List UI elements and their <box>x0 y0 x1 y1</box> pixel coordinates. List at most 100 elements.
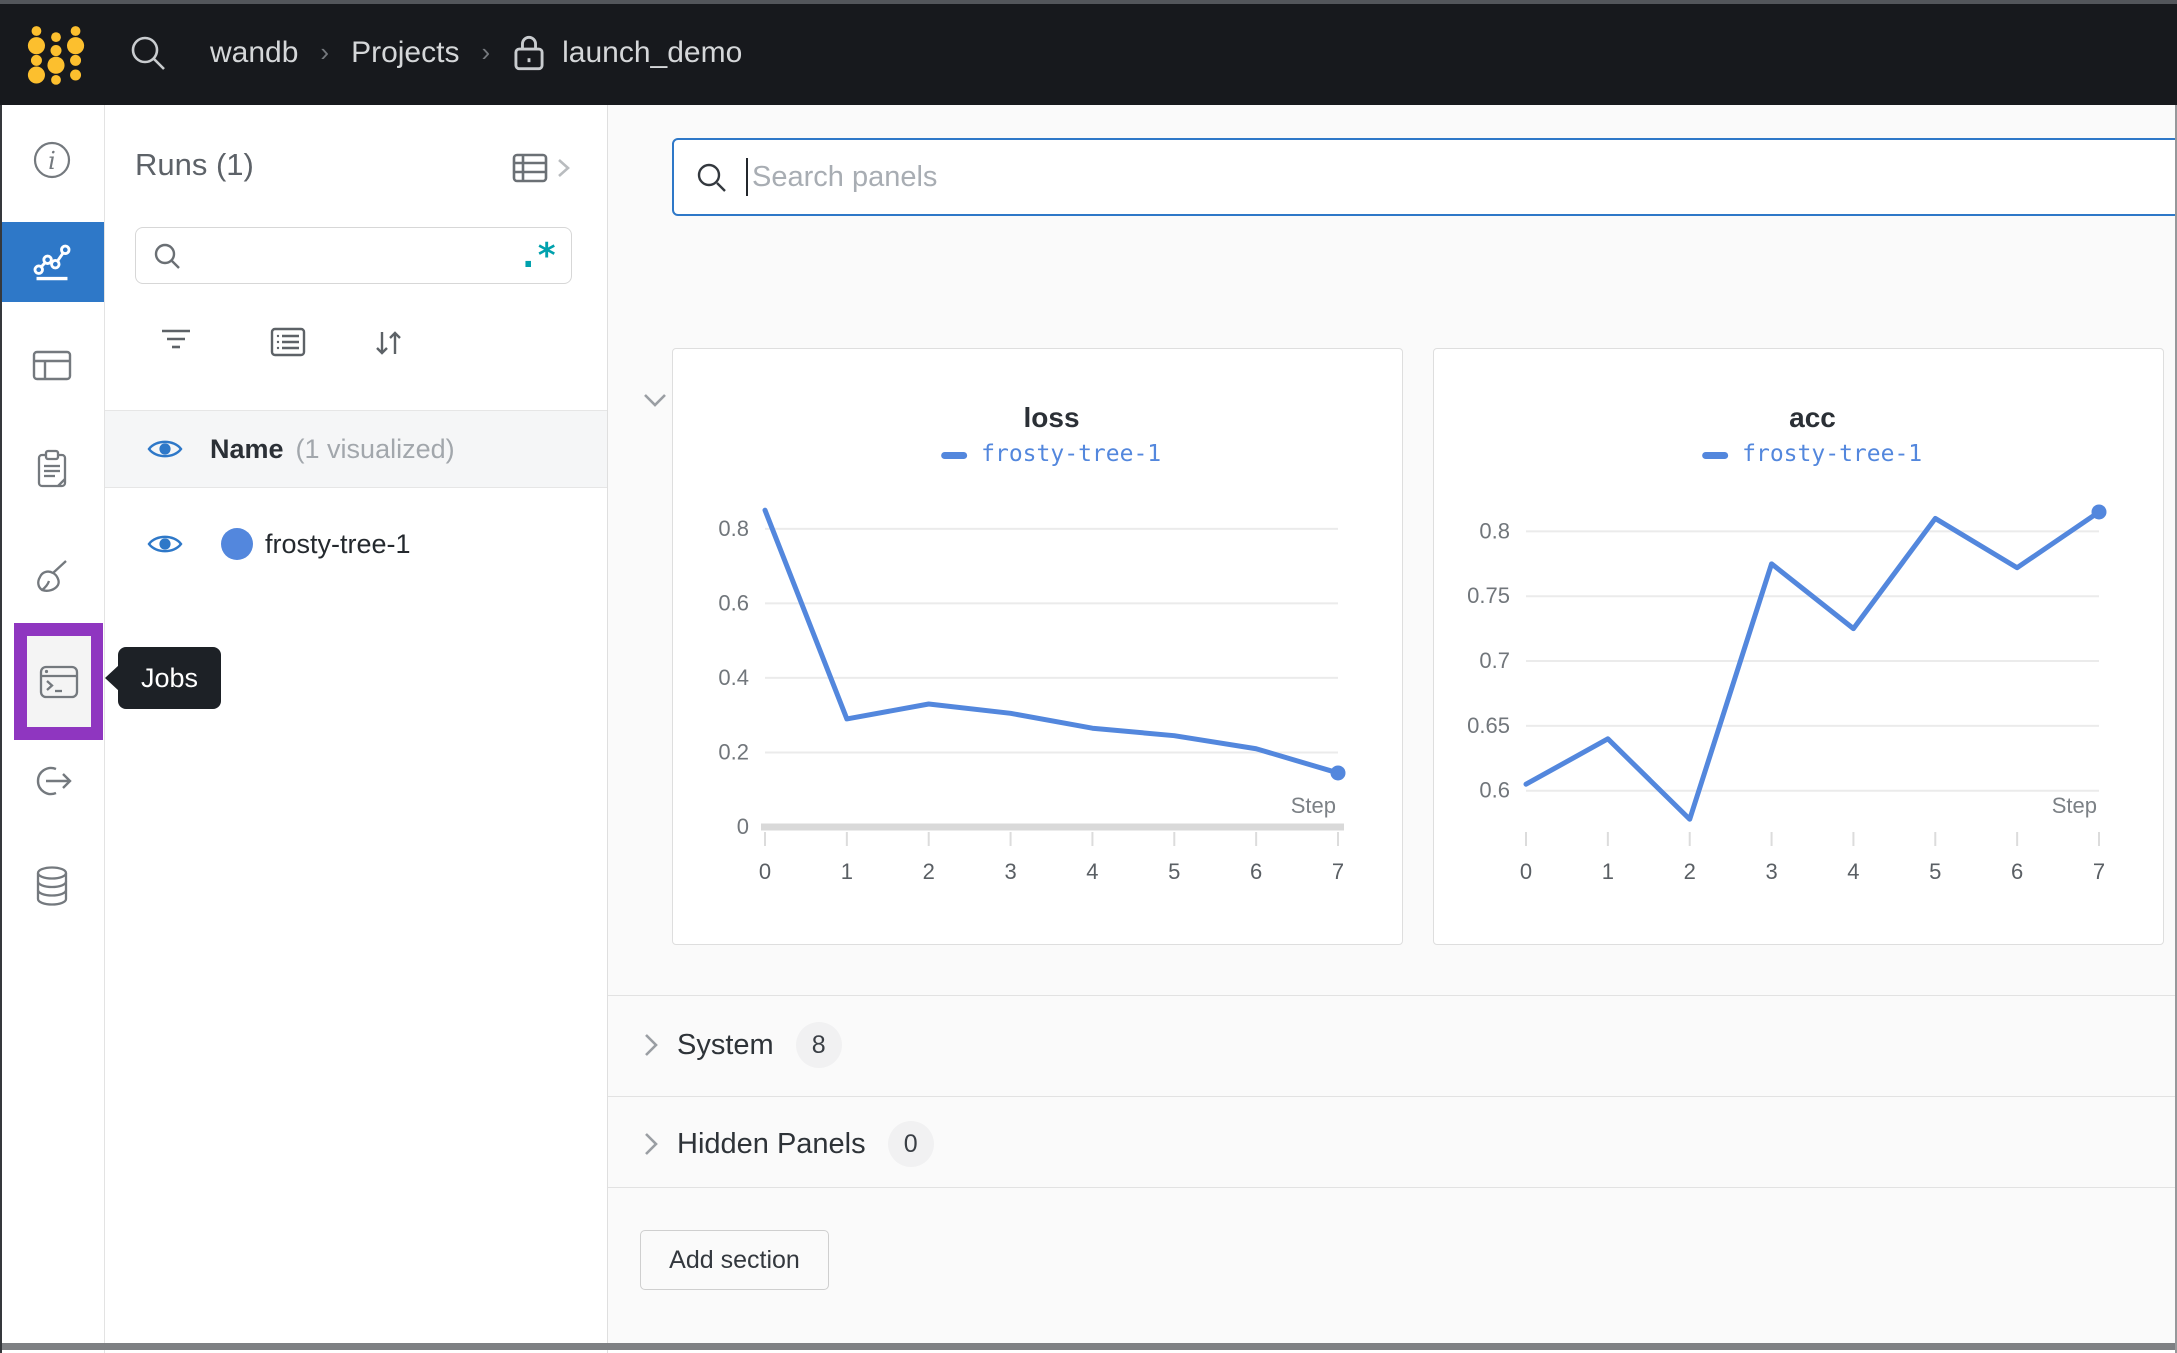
svg-text:2: 2 <box>923 859 935 884</box>
runs-visibility-header[interactable]: Name (1 visualized) <box>104 410 607 488</box>
last-point-marker <box>2092 504 2107 519</box>
sidebar-item-workspace[interactable] <box>0 222 104 302</box>
acc-line-chart: accfrosty-tree-10.60.650.70.750.80123456… <box>1434 349 2165 946</box>
sidebar-item-sweeps[interactable] <box>0 534 104 618</box>
runs-panel-title: Runs (1) <box>135 147 254 183</box>
breadcrumb-project-name[interactable]: launch_demo <box>562 36 742 70</box>
section-header-system[interactable]: System 8 <box>640 1022 842 1068</box>
project-sidebar: i <box>0 105 105 1353</box>
list-icon <box>270 327 306 357</box>
svg-text:0.7: 0.7 <box>1479 648 1510 673</box>
svg-text:0: 0 <box>759 859 771 884</box>
runs-search-box[interactable]: .* <box>135 227 572 284</box>
eye-icon[interactable] <box>146 436 184 462</box>
broom-icon <box>30 554 74 598</box>
svg-text:0: 0 <box>1520 859 1532 884</box>
filter-runs-button[interactable] <box>160 327 192 353</box>
runs-panel: Runs (1) .* <box>104 105 608 1353</box>
breadcrumb-separator: › <box>481 37 490 68</box>
regex-toggle-icon[interactable]: .* <box>518 236 555 276</box>
runs-column-name: Name <box>210 434 284 465</box>
run-row[interactable]: frosty-tree-1 <box>104 505 607 583</box>
svg-text:4: 4 <box>1847 859 1859 884</box>
section-label: Hidden Panels <box>677 1128 866 1161</box>
section-label: System <box>677 1029 774 1062</box>
group-runs-button[interactable] <box>270 327 306 357</box>
sidebar-item-overview[interactable]: i <box>0 118 104 202</box>
sidebar-item-jobs[interactable] <box>27 636 91 727</box>
svg-text:0.8: 0.8 <box>1479 518 1510 543</box>
link-arrow-icon <box>30 763 74 799</box>
text-caret <box>746 158 748 196</box>
svg-text:0.6: 0.6 <box>1479 778 1510 803</box>
runs-toolbar <box>104 327 541 367</box>
sidebar-item-logs[interactable] <box>0 427 104 511</box>
chevron-right-icon <box>553 154 573 182</box>
wandb-project-page: { "topbar": { "breadcrumb": ["wandb", "P… <box>0 0 2177 1353</box>
section-count-badge: 0 <box>888 1121 934 1167</box>
svg-text:7: 7 <box>2093 859 2105 884</box>
section-divider <box>607 1187 2177 1188</box>
runs-visualized-note: (1 visualized) <box>296 434 455 465</box>
chart-panel-acc[interactable]: accfrosty-tree-10.60.650.70.750.80123456… <box>1433 348 2164 945</box>
runs-table-icon <box>511 151 549 185</box>
eye-icon[interactable] <box>146 531 184 557</box>
svg-text:1: 1 <box>841 859 853 884</box>
sort-runs-button[interactable] <box>370 327 406 359</box>
chart-panel-loss[interactable]: lossfrosty-tree-100.20.40.60.801234567St… <box>672 348 1403 945</box>
svg-text:5: 5 <box>1929 859 1941 884</box>
runs-search-input[interactable] <box>194 239 518 272</box>
svg-text:0.65: 0.65 <box>1467 713 1510 738</box>
search-icon <box>126 31 170 75</box>
line-chart-icon <box>31 241 73 283</box>
sidebar-item-artifacts[interactable] <box>0 844 104 928</box>
svg-text:1: 1 <box>1602 859 1614 884</box>
database-icon <box>32 864 72 908</box>
svg-text:5: 5 <box>1168 859 1180 884</box>
jobs-tooltip-label: Jobs <box>141 663 198 693</box>
top-navigation-bar: wandb › Projects › launch_demo <box>0 0 2177 105</box>
panel-search-box[interactable] <box>672 138 2177 216</box>
info-icon: i <box>31 139 73 181</box>
chart-title: loss <box>1023 402 1079 433</box>
last-point-marker <box>1331 765 1346 780</box>
jobs-tooltip: Jobs <box>118 647 221 709</box>
chart-title: acc <box>1789 402 1836 433</box>
sidebar-item-automations[interactable] <box>0 739 104 823</box>
panel-search-input[interactable] <box>750 160 2159 195</box>
window-edge-top <box>0 0 2177 4</box>
svg-text:0.4: 0.4 <box>718 665 749 690</box>
svg-text:0: 0 <box>737 814 749 839</box>
section-divider <box>607 995 2177 996</box>
legend-swatch <box>1702 452 1728 459</box>
run-name[interactable]: frosty-tree-1 <box>265 529 411 560</box>
chevron-down-icon[interactable] <box>640 389 670 411</box>
svg-text:2: 2 <box>1684 859 1696 884</box>
wandb-logo-icon[interactable] <box>24 20 88 86</box>
section-header-hidden-panels[interactable]: Hidden Panels 0 <box>640 1121 934 1167</box>
terminal-icon <box>36 661 82 703</box>
svg-text:3: 3 <box>1765 859 1777 884</box>
section-count-badge: 8 <box>796 1022 842 1068</box>
sidebar-item-jobs-highlight <box>14 623 103 740</box>
sidebar-item-runs-table[interactable] <box>0 323 104 407</box>
search-icon <box>152 241 182 271</box>
expand-runs-table-button[interactable] <box>511 151 573 185</box>
breadcrumb-projects[interactable]: Projects <box>351 36 459 70</box>
global-search-button[interactable] <box>126 31 170 75</box>
filter-icon <box>160 327 192 353</box>
svg-text:i: i <box>48 147 56 175</box>
series-line <box>1526 512 2099 819</box>
add-section-button[interactable]: Add section <box>640 1230 829 1290</box>
x-axis-label: Step <box>2052 793 2097 818</box>
svg-text:4: 4 <box>1086 859 1098 884</box>
window-edge-bottom <box>0 1343 2177 1350</box>
panels-row: lossfrosty-tree-100.20.40.60.801234567St… <box>672 348 2164 945</box>
table-icon <box>30 345 74 385</box>
chevron-right-icon[interactable] <box>640 1129 662 1159</box>
breadcrumb-entity[interactable]: wandb <box>210 36 298 70</box>
lock-icon <box>512 33 546 73</box>
svg-text:0.2: 0.2 <box>718 739 749 764</box>
svg-text:7: 7 <box>1332 859 1344 884</box>
chevron-right-icon[interactable] <box>640 1030 662 1060</box>
